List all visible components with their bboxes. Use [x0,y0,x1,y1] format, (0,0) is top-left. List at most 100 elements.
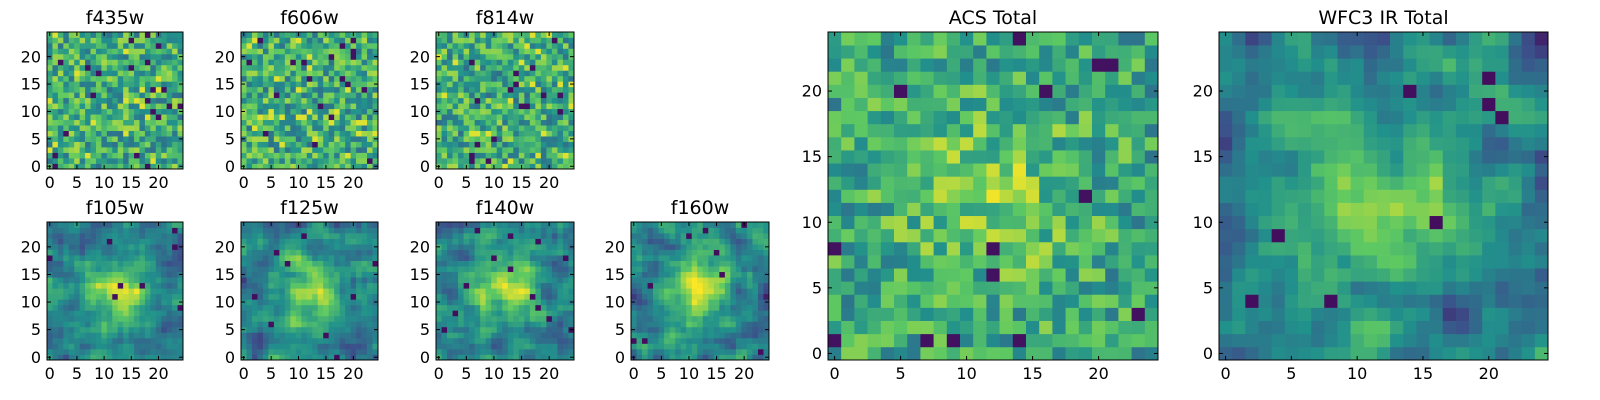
heatmap-cell [317,48,324,55]
heatmap-cell [485,299,492,306]
heatmap-cell [999,241,1014,256]
heatmap-cell [306,42,313,49]
heatmap-cell [85,59,91,66]
heatmap-cell [312,321,319,328]
heatmap-cell [262,141,269,148]
heatmap-cell [562,48,569,55]
heatmap-cell [356,277,362,284]
heatmap-cell [317,163,324,170]
heatmap-cell [568,315,575,322]
heatmap-cell [246,271,253,278]
heatmap-cell [920,215,934,230]
heatmap-cell [268,288,275,295]
heatmap-cell [177,304,184,311]
heatmap-cell [166,282,173,289]
heatmap-cell [128,86,135,93]
heatmap-cell [485,163,492,170]
heatmap-cell [361,42,368,49]
heatmap-cell [172,337,178,344]
heatmap-cell [458,86,464,93]
heatmap-cell [741,337,748,344]
heatmap-cell [284,48,291,55]
heatmap-cell [262,354,269,361]
heatmap-cell [702,244,709,250]
heatmap-cell [746,238,753,245]
heatmap-cell [730,304,737,311]
heatmap-cell [123,222,129,228]
heatmap-cell [562,321,569,328]
heatmap-cell [323,119,330,126]
heatmap-cell [372,97,379,104]
heatmap-cell [441,293,448,300]
heatmap-cell [946,333,961,348]
heatmap-cell [551,238,558,245]
heatmap-cell [47,152,53,159]
heatmap-cell [367,81,373,88]
heatmap-cell [295,282,302,289]
heatmap-cell [90,125,97,131]
heatmap-cell [535,53,542,60]
heatmap-cell [339,293,346,300]
heatmap-cell [150,326,157,333]
heatmap-cell [112,277,119,284]
heatmap-cell [334,244,340,250]
heatmap-cell [719,271,726,278]
heatmap-cell [474,288,481,295]
heatmap-cell [128,321,135,328]
heatmap-cell [79,97,86,104]
heatmap-cell [524,86,531,93]
heatmap-cell [262,238,269,245]
heatmap-cell [1105,294,1119,308]
heatmap-cell [469,238,475,245]
heatmap-cell [480,53,487,60]
heatmap-cell [441,75,448,82]
heatmap-cell [251,233,258,239]
heatmap-cell [513,86,520,93]
heatmap-cell [117,158,124,164]
heatmap-cell [52,70,59,77]
heatmap-cell [1026,333,1040,348]
x-tick-label: 10 [484,173,504,192]
heatmap-cell [551,75,558,82]
heatmap-cell [251,354,258,361]
heatmap-cell [112,222,119,228]
heatmap-cell [74,260,80,267]
heatmap-cell [763,282,770,289]
heatmap-cell [507,227,514,234]
heatmap-cell [117,125,124,131]
heatmap-cell [546,288,553,295]
heatmap-cell [562,277,569,284]
heatmap-cell [95,271,102,278]
heatmap-cell [155,266,162,273]
heatmap-cell [675,343,682,350]
heatmap-cell [334,141,340,148]
heatmap-cell [52,260,59,267]
heatmap-cell [691,354,698,361]
heatmap-cell [63,163,70,170]
heatmap-cell [730,244,737,250]
heatmap-cell [562,227,569,234]
heatmap-cell [664,304,670,311]
heatmap-cell [447,293,453,300]
heatmap-cell [458,260,464,267]
heatmap-cell [1105,189,1119,203]
heatmap-cell [496,255,503,261]
heatmap-cell [251,125,258,131]
heatmap-cell [894,281,908,295]
heatmap-cell [268,158,275,164]
heatmap-cell [546,152,553,159]
heatmap-cell [128,42,135,49]
heatmap-cell [295,125,302,131]
heatmap-cell [480,244,487,250]
heatmap-cell [713,337,720,344]
heatmap-cell [63,32,70,38]
heatmap-cell [172,70,178,77]
heatmap-cell [491,92,498,99]
heatmap-cell [491,288,498,295]
heatmap-cell [735,321,742,328]
heatmap-cell [540,86,547,93]
heatmap-cell [68,282,75,289]
heatmap-cell [372,147,379,153]
heatmap-cell [284,238,291,245]
heatmap-cell [502,277,509,284]
